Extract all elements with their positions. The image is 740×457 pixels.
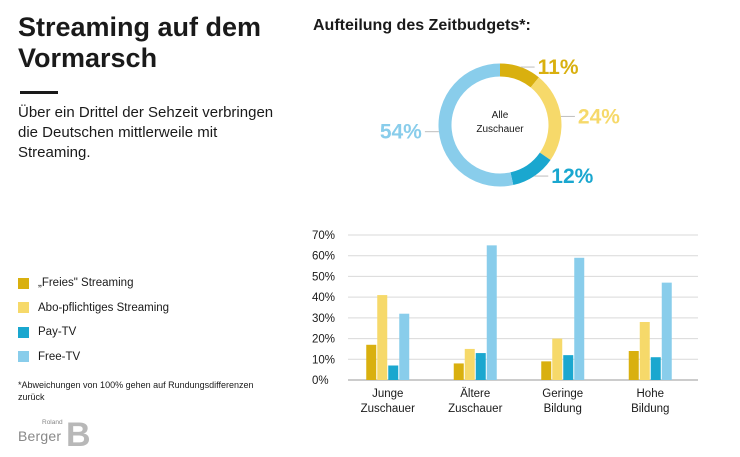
legend-swatch [18, 326, 29, 338]
y-tick-label: 40% [312, 292, 335, 304]
donut-center-label: Alle [492, 110, 509, 121]
donut-slice [530, 77, 562, 161]
y-tick-label: 20% [312, 334, 335, 346]
x-category-label: Bildung [631, 403, 669, 415]
legend: „Freies" Streaming Abo-pflichtiges Strea… [18, 272, 278, 370]
bar [366, 344, 377, 380]
donut-value-label: 54% [380, 121, 422, 144]
logo-text-main: Berger [18, 428, 62, 444]
title-divider [20, 91, 58, 94]
donut-value-label: 12% [551, 165, 593, 188]
bar [661, 282, 672, 380]
x-category-label: Bildung [544, 403, 582, 415]
bar [574, 257, 585, 380]
donut-svg: Alle Zuschauer 11% 24% 12% 54% [380, 56, 620, 188]
legend-label: Abo-pflichtiges Streaming [38, 301, 170, 314]
x-category-label: Geringe [542, 388, 583, 400]
bar [388, 365, 399, 380]
logo-mark: B [66, 416, 91, 454]
donut-slice [438, 63, 514, 187]
legend-label: „Freies" Streaming [38, 277, 134, 289]
donut-value-label: 24% [578, 105, 620, 128]
legend-item-abo-streaming: Abo-pflichtiges Streaming [18, 297, 278, 319]
legend-swatch [18, 302, 29, 313]
donut-value-label: 11% [538, 56, 579, 79]
x-category-label: Hohe [637, 388, 665, 400]
logo-text-small: Roland [42, 419, 63, 426]
bar [541, 361, 552, 380]
footnote: *Abweichungen von 100% gehen auf Rundung… [18, 380, 254, 402]
bar [399, 313, 410, 380]
legend-swatch [18, 351, 29, 362]
bar-svg: 0% 10% 20% 30% 40% 50% 60% 70% Junge Zuschauer Äl… [312, 230, 698, 415]
page-title: Streaming auf dem Vormarsch [18, 12, 262, 73]
y-tick-label: 70% [312, 230, 335, 242]
roland-berger-logo: Roland Berger B [18, 418, 108, 454]
donut-slice [499, 63, 539, 88]
bar-chart: 0% 10% 20% 30% 40% 50% 60% 70% Junge Zuschauer Äl… [300, 222, 720, 422]
y-tick-label: 0% [312, 375, 329, 387]
x-category-label: Ältere [460, 388, 490, 400]
x-category-label: Junge [372, 388, 403, 400]
bar [552, 338, 563, 380]
legend-swatch [18, 277, 29, 289]
donut-title: Aufteilung des Zeitbudgets*: [313, 17, 531, 34]
legend-label: Pay-TV [38, 326, 77, 338]
donut-slice [510, 152, 551, 186]
bar [486, 245, 497, 380]
y-tick-label: 60% [312, 251, 335, 263]
legend-item-free-tv: Free-TV [18, 346, 278, 368]
bar [453, 363, 464, 380]
y-tick-label: 30% [312, 313, 335, 325]
bar [377, 295, 388, 380]
y-tick-label: 10% [312, 354, 335, 366]
y-tick-label: 50% [312, 271, 335, 283]
donut-center-label: Zuschauer [476, 124, 524, 135]
page-subtitle: Über ein Drittel der Sehzeit verbringen … [18, 104, 274, 161]
donut-chart: Alle Zuschauer 11% 24% 12% 54% [345, 50, 655, 210]
x-category-label: Zuschauer [448, 403, 503, 415]
x-category-label: Zuschauer [361, 403, 416, 415]
legend-item-pay-tv: Pay-TV [18, 321, 278, 343]
bar [650, 357, 661, 380]
bar [464, 348, 475, 380]
legend-label: Free-TV [38, 350, 81, 363]
bar [628, 351, 639, 380]
bar [639, 322, 650, 380]
legend-item-freies-streaming: „Freies" Streaming [18, 272, 278, 294]
bar [563, 355, 574, 380]
bar [475, 353, 486, 380]
